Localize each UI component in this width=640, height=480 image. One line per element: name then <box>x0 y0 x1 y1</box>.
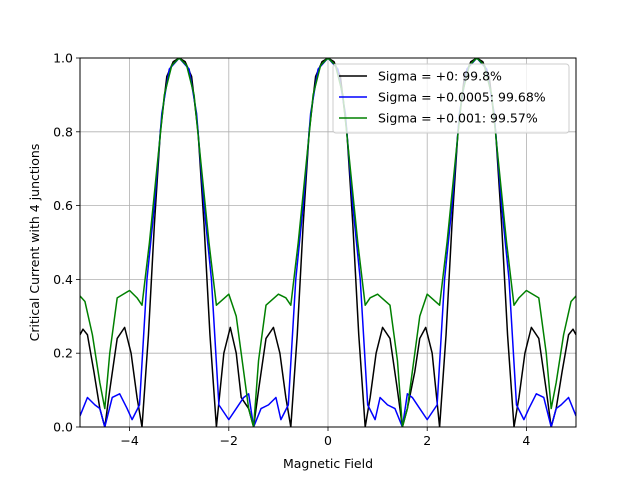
legend: Sigma = +0: 99.8% Sigma = +0.0005: 99.68%… <box>332 63 570 134</box>
y-tick-label: 0.0 <box>53 420 73 435</box>
x-axis-label: Magnetic Field <box>283 456 373 471</box>
y-axis-ticks: 0.0 0.2 0.4 0.6 0.8 1.0 <box>53 51 80 435</box>
legend-label: Sigma = +0.0005: 99.68% <box>378 90 546 105</box>
y-tick-label: 0.2 <box>53 346 73 361</box>
y-axis-label: Critical Current with 4 junctions <box>27 144 42 342</box>
y-tick-label: 0.8 <box>53 124 73 139</box>
y-tick-label: 0.6 <box>53 198 73 213</box>
x-axis-ticks: −4 −2 0 2 4 <box>120 427 530 448</box>
x-tick-label: −2 <box>220 433 238 448</box>
series-line-2 <box>80 58 576 427</box>
x-tick-label: −4 <box>120 433 138 448</box>
legend-label: Sigma = +0.001: 99.57% <box>378 111 538 126</box>
legend-label: Sigma = +0: 99.8% <box>378 69 502 84</box>
x-tick-label: 4 <box>522 433 530 448</box>
x-tick-label: 2 <box>423 433 431 448</box>
series-layer <box>80 58 576 427</box>
y-tick-label: 1.0 <box>53 51 73 66</box>
legend-box <box>332 63 570 134</box>
x-tick-label: 0 <box>324 433 332 448</box>
y-tick-label: 0.4 <box>53 272 73 287</box>
